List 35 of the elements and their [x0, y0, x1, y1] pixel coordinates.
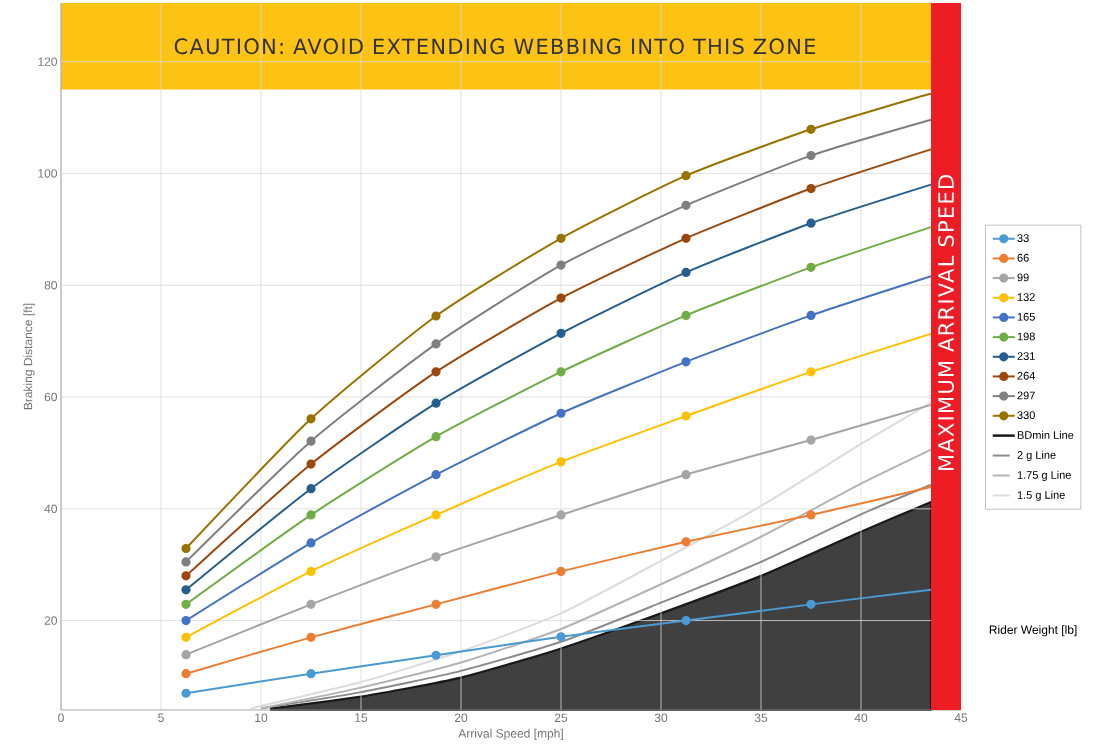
x-tick-label: 5	[158, 713, 164, 722]
x-tick-label: 30	[654, 713, 668, 723]
legend-label: 198	[1017, 332, 1035, 341]
x-tick-label: 25	[554, 713, 568, 723]
legend-label: 99	[1017, 273, 1029, 282]
y-tick-label: 20	[44, 616, 58, 625]
legend-label: 132	[1017, 293, 1035, 301]
legend-label: 297	[1017, 391, 1035, 400]
y-axis-title: Braking Distance [ft]	[23, 303, 35, 410]
legend-label: 33	[1017, 234, 1029, 242]
x-tick-label: 40	[854, 713, 868, 723]
legend-label: 66	[1017, 253, 1029, 262]
legend-label: 330	[1017, 411, 1035, 419]
legend-label: 165	[1017, 312, 1035, 321]
x-tick-label: 10	[255, 713, 268, 723]
legend-label: 231	[1017, 352, 1035, 360]
x-axis-title: Arrival Speed [mph]	[458, 728, 563, 741]
y-tick-label: 100	[38, 169, 58, 178]
y-tick-label: 40	[44, 504, 58, 514]
x-tick-label: 45	[954, 713, 968, 722]
band-label: MAXIMUM ARRIVAL SPEED	[938, 175, 954, 471]
y-tick-label: 60	[44, 392, 58, 402]
legend-label: 1.75 g Line	[1017, 470, 1071, 482]
legend-label: 1.5 g Line	[1017, 490, 1065, 501]
x-tick-label: 15	[355, 713, 368, 722]
y-tick-label: 120	[38, 57, 58, 66]
legend-label: 2 g Line	[1017, 450, 1056, 462]
legend-title: Rider Weight [lb]	[989, 625, 1077, 637]
band-label: CAUTION: AVOID EXTENDING WEBBING INTO THIS ZONE	[174, 38, 816, 55]
x-tick-label: 0	[58, 713, 64, 723]
legend-label: 264	[1017, 371, 1036, 380]
y-tick-label: 80	[44, 280, 58, 290]
x-tick-label: 35	[754, 713, 768, 723]
x-tick-label: 20	[454, 713, 468, 723]
legend-label: BDmin Line	[1017, 430, 1074, 439]
